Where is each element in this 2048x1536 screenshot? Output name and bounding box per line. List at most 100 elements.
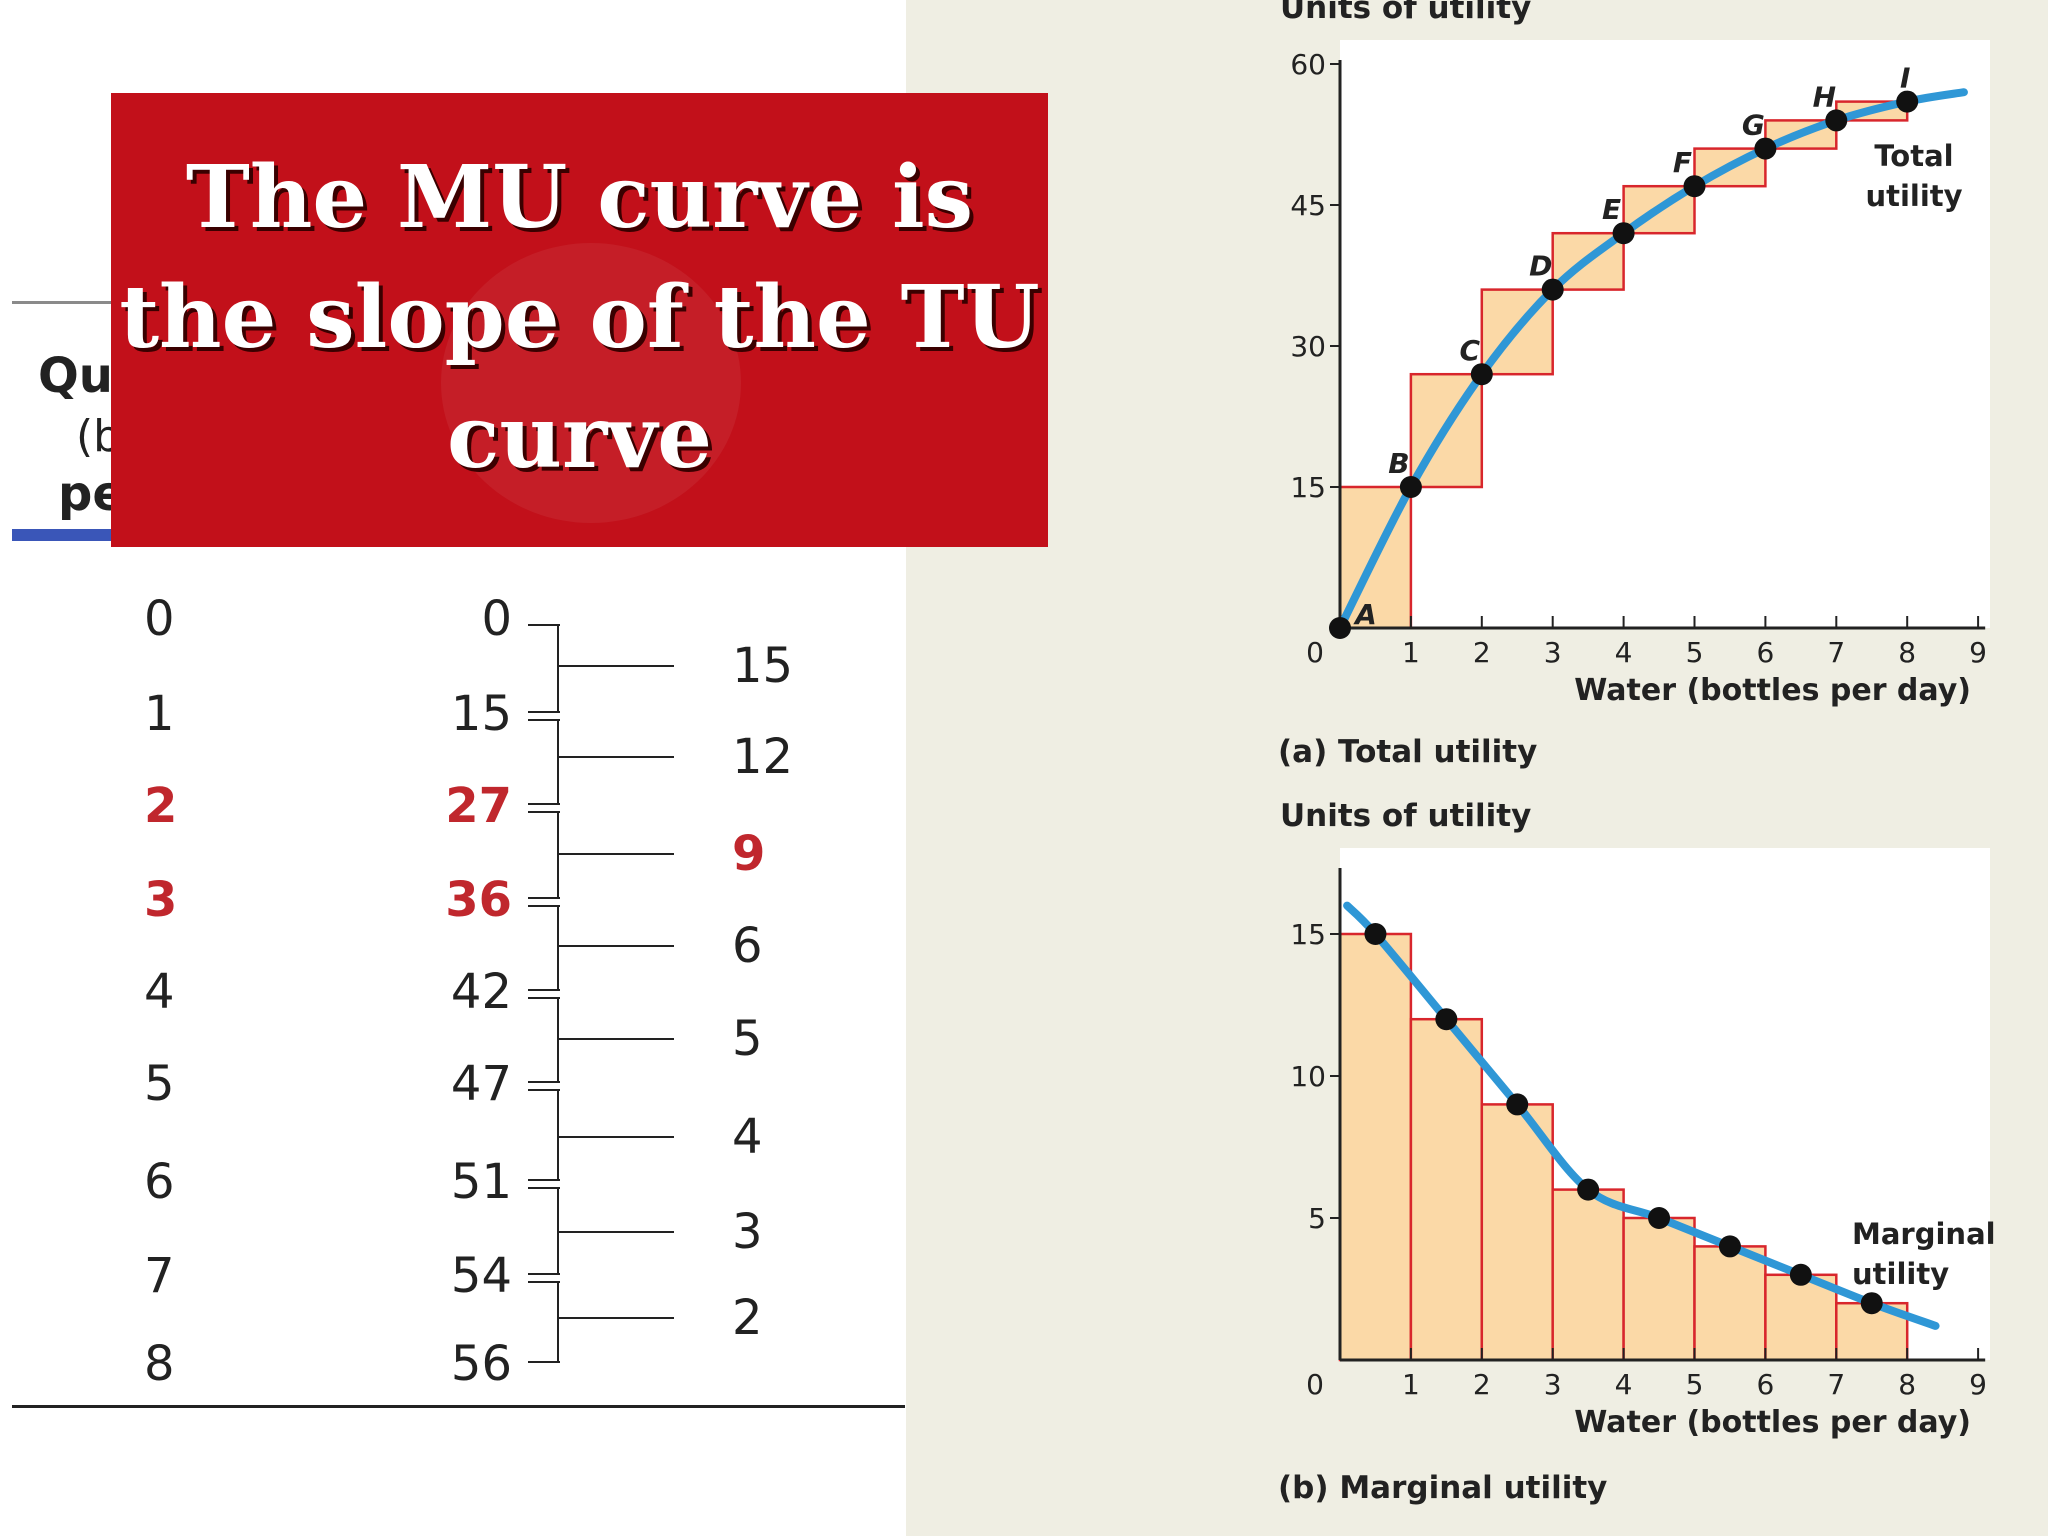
x-tick-label: 9 bbox=[1969, 1368, 1987, 1401]
data-point bbox=[1754, 137, 1777, 160]
chart-caption: (a) Total utility bbox=[1278, 734, 1537, 770]
x-tick-label: 4 bbox=[1615, 636, 1633, 669]
bracket bbox=[528, 905, 674, 991]
total-utility-cell: 56 bbox=[450, 1336, 512, 1392]
point-label: D bbox=[1529, 250, 1552, 283]
data-point bbox=[1860, 1292, 1883, 1315]
header-fragment-quantity: Qu bbox=[38, 348, 113, 404]
y-tick-label: 15 bbox=[1290, 918, 1326, 951]
y-axis-label: Units of utility bbox=[1280, 0, 1531, 26]
total-utility-cell: 54 bbox=[450, 1248, 512, 1304]
table-header-rule bbox=[12, 529, 122, 541]
bracket bbox=[528, 1281, 674, 1363]
data-point bbox=[1612, 222, 1635, 245]
data-point bbox=[1541, 278, 1564, 301]
data-point bbox=[1435, 1008, 1458, 1031]
data-point bbox=[1470, 363, 1493, 386]
point-label: E bbox=[1602, 193, 1621, 226]
x-tick-label: 7 bbox=[1827, 636, 1845, 669]
x-tick-label: 5 bbox=[1686, 636, 1704, 669]
point-label: C bbox=[1460, 334, 1481, 367]
point-label: G bbox=[1742, 109, 1765, 142]
bracket bbox=[528, 997, 674, 1083]
marginal-utility-bar bbox=[1409, 1017, 1484, 1362]
curve-label: utility bbox=[1852, 1257, 1949, 1291]
headline-banner: The MU curve is the slope of the TU curv… bbox=[111, 93, 1048, 547]
quantity-cell: 5 bbox=[144, 1056, 175, 1112]
marginal-utility-cell: 5 bbox=[732, 1011, 763, 1067]
y-tick-label: 45 bbox=[1290, 189, 1326, 222]
data-point bbox=[1683, 175, 1706, 198]
quantity-cell: 7 bbox=[144, 1248, 175, 1304]
x-tick-label: 9 bbox=[1969, 636, 1987, 669]
marginal-utility-bar bbox=[1693, 1245, 1767, 1362]
x-tick-label: 2 bbox=[1473, 1368, 1491, 1401]
table-top-rule bbox=[12, 301, 122, 304]
y-tick-label: 5 bbox=[1308, 1202, 1326, 1235]
quantity-cell: 0 bbox=[144, 591, 175, 647]
x-tick-label: 6 bbox=[1756, 636, 1774, 669]
marginal-utility-cell: 6 bbox=[732, 918, 763, 974]
x-axis-label: Water (bottles per day) bbox=[1574, 673, 1971, 708]
bracket bbox=[528, 719, 674, 805]
data-point bbox=[1896, 90, 1919, 113]
marginal-utility-cell: 4 bbox=[732, 1109, 763, 1165]
bracket bbox=[528, 1187, 674, 1275]
data-point bbox=[1789, 1263, 1812, 1286]
data-point bbox=[1364, 923, 1387, 945]
total-utility-cell: 15 bbox=[450, 686, 512, 742]
table-bottom-rule bbox=[12, 1405, 905, 1408]
y-tick-label: 15 bbox=[1290, 471, 1326, 504]
total-utility-cell: 42 bbox=[450, 964, 512, 1020]
marginal-utility-curve bbox=[1343, 901, 1940, 1330]
x-tick-label: 5 bbox=[1686, 1368, 1704, 1401]
x-tick-label: 2 bbox=[1473, 636, 1491, 669]
x-axis-label: Water (bottles per day) bbox=[1574, 1405, 1971, 1440]
total-utility-cell: 47 bbox=[450, 1056, 512, 1112]
curve-label: Marginal bbox=[1852, 1217, 1996, 1251]
marginal-utility-cell: 2 bbox=[732, 1290, 763, 1346]
bracket bbox=[528, 811, 674, 899]
marginal-utility-cell: 9 bbox=[732, 826, 766, 882]
cartoon-figure bbox=[441, 243, 741, 523]
quantity-cell: 3 bbox=[144, 872, 178, 928]
total-utility-cell: 27 bbox=[445, 778, 512, 834]
x-tick-label: 6 bbox=[1756, 1368, 1774, 1401]
y-tick-label: 10 bbox=[1290, 1060, 1326, 1093]
total-utility-cell: 0 bbox=[481, 591, 512, 647]
x-tick-label: 4 bbox=[1615, 1368, 1633, 1401]
x-tick-label: 1 bbox=[1402, 636, 1420, 669]
x-tick-label: 7 bbox=[1827, 1368, 1845, 1401]
y-axis-label: Units of utility bbox=[1280, 798, 1531, 834]
difference-brackets bbox=[528, 624, 674, 1363]
marginal-utility-bar bbox=[1551, 1188, 1625, 1362]
total-utility-cell: 51 bbox=[450, 1154, 512, 1210]
curve-label: Total bbox=[1874, 139, 1953, 173]
marginal-utility-cell: 12 bbox=[732, 729, 794, 785]
plot-area bbox=[1340, 40, 1990, 628]
marginal-utility-bar bbox=[1622, 1216, 1696, 1362]
point-label: H bbox=[1813, 80, 1836, 113]
banner-title: The MU curve is the slope of the TU curv… bbox=[119, 147, 1040, 488]
point-label: B bbox=[1388, 447, 1409, 480]
marginal-utility-chart: Units of utility (b) Marginal utility 0 1 2 3… bbox=[1278, 798, 1996, 1506]
x-tick-label: 3 bbox=[1544, 1368, 1562, 1401]
point-label: F bbox=[1673, 146, 1692, 179]
data-point bbox=[1399, 476, 1422, 498]
x-tick-label: 8 bbox=[1898, 636, 1916, 669]
origin-label: 0 bbox=[1306, 1368, 1324, 1401]
data-point bbox=[1718, 1235, 1741, 1258]
point-label: A bbox=[1353, 598, 1377, 631]
data-point bbox=[1825, 109, 1848, 132]
data-point bbox=[1506, 1093, 1529, 1116]
point-label: I bbox=[1900, 62, 1910, 95]
total-utility-cell: 36 bbox=[445, 872, 512, 928]
quantity-cell: 4 bbox=[144, 964, 175, 1020]
quantity-cell: 2 bbox=[144, 778, 178, 834]
quantity-cell: 8 bbox=[144, 1336, 175, 1392]
marginal-utility-bar bbox=[1480, 1103, 1554, 1362]
marginal-utility-cell: 3 bbox=[732, 1204, 763, 1260]
x-tick-label: 8 bbox=[1898, 1368, 1916, 1401]
